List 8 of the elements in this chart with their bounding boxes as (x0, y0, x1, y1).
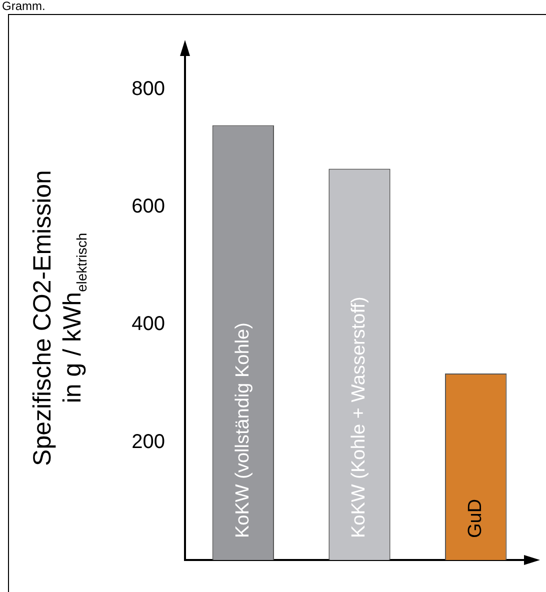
y-tick-label: 800 (132, 78, 165, 100)
y-tick-label: 200 (132, 430, 165, 453)
x-tick-label: GuD (465, 498, 486, 538)
x-tick-label: KoKW (vollständig Kohle) (232, 322, 254, 538)
text: Gramm. (2, 0, 46, 13)
x-tick-label: KoKW (Kohle + Wasserstoff) (348, 296, 370, 538)
y-tick-label: 400 (132, 313, 165, 336)
y-tick-label: 600 (132, 195, 165, 218)
